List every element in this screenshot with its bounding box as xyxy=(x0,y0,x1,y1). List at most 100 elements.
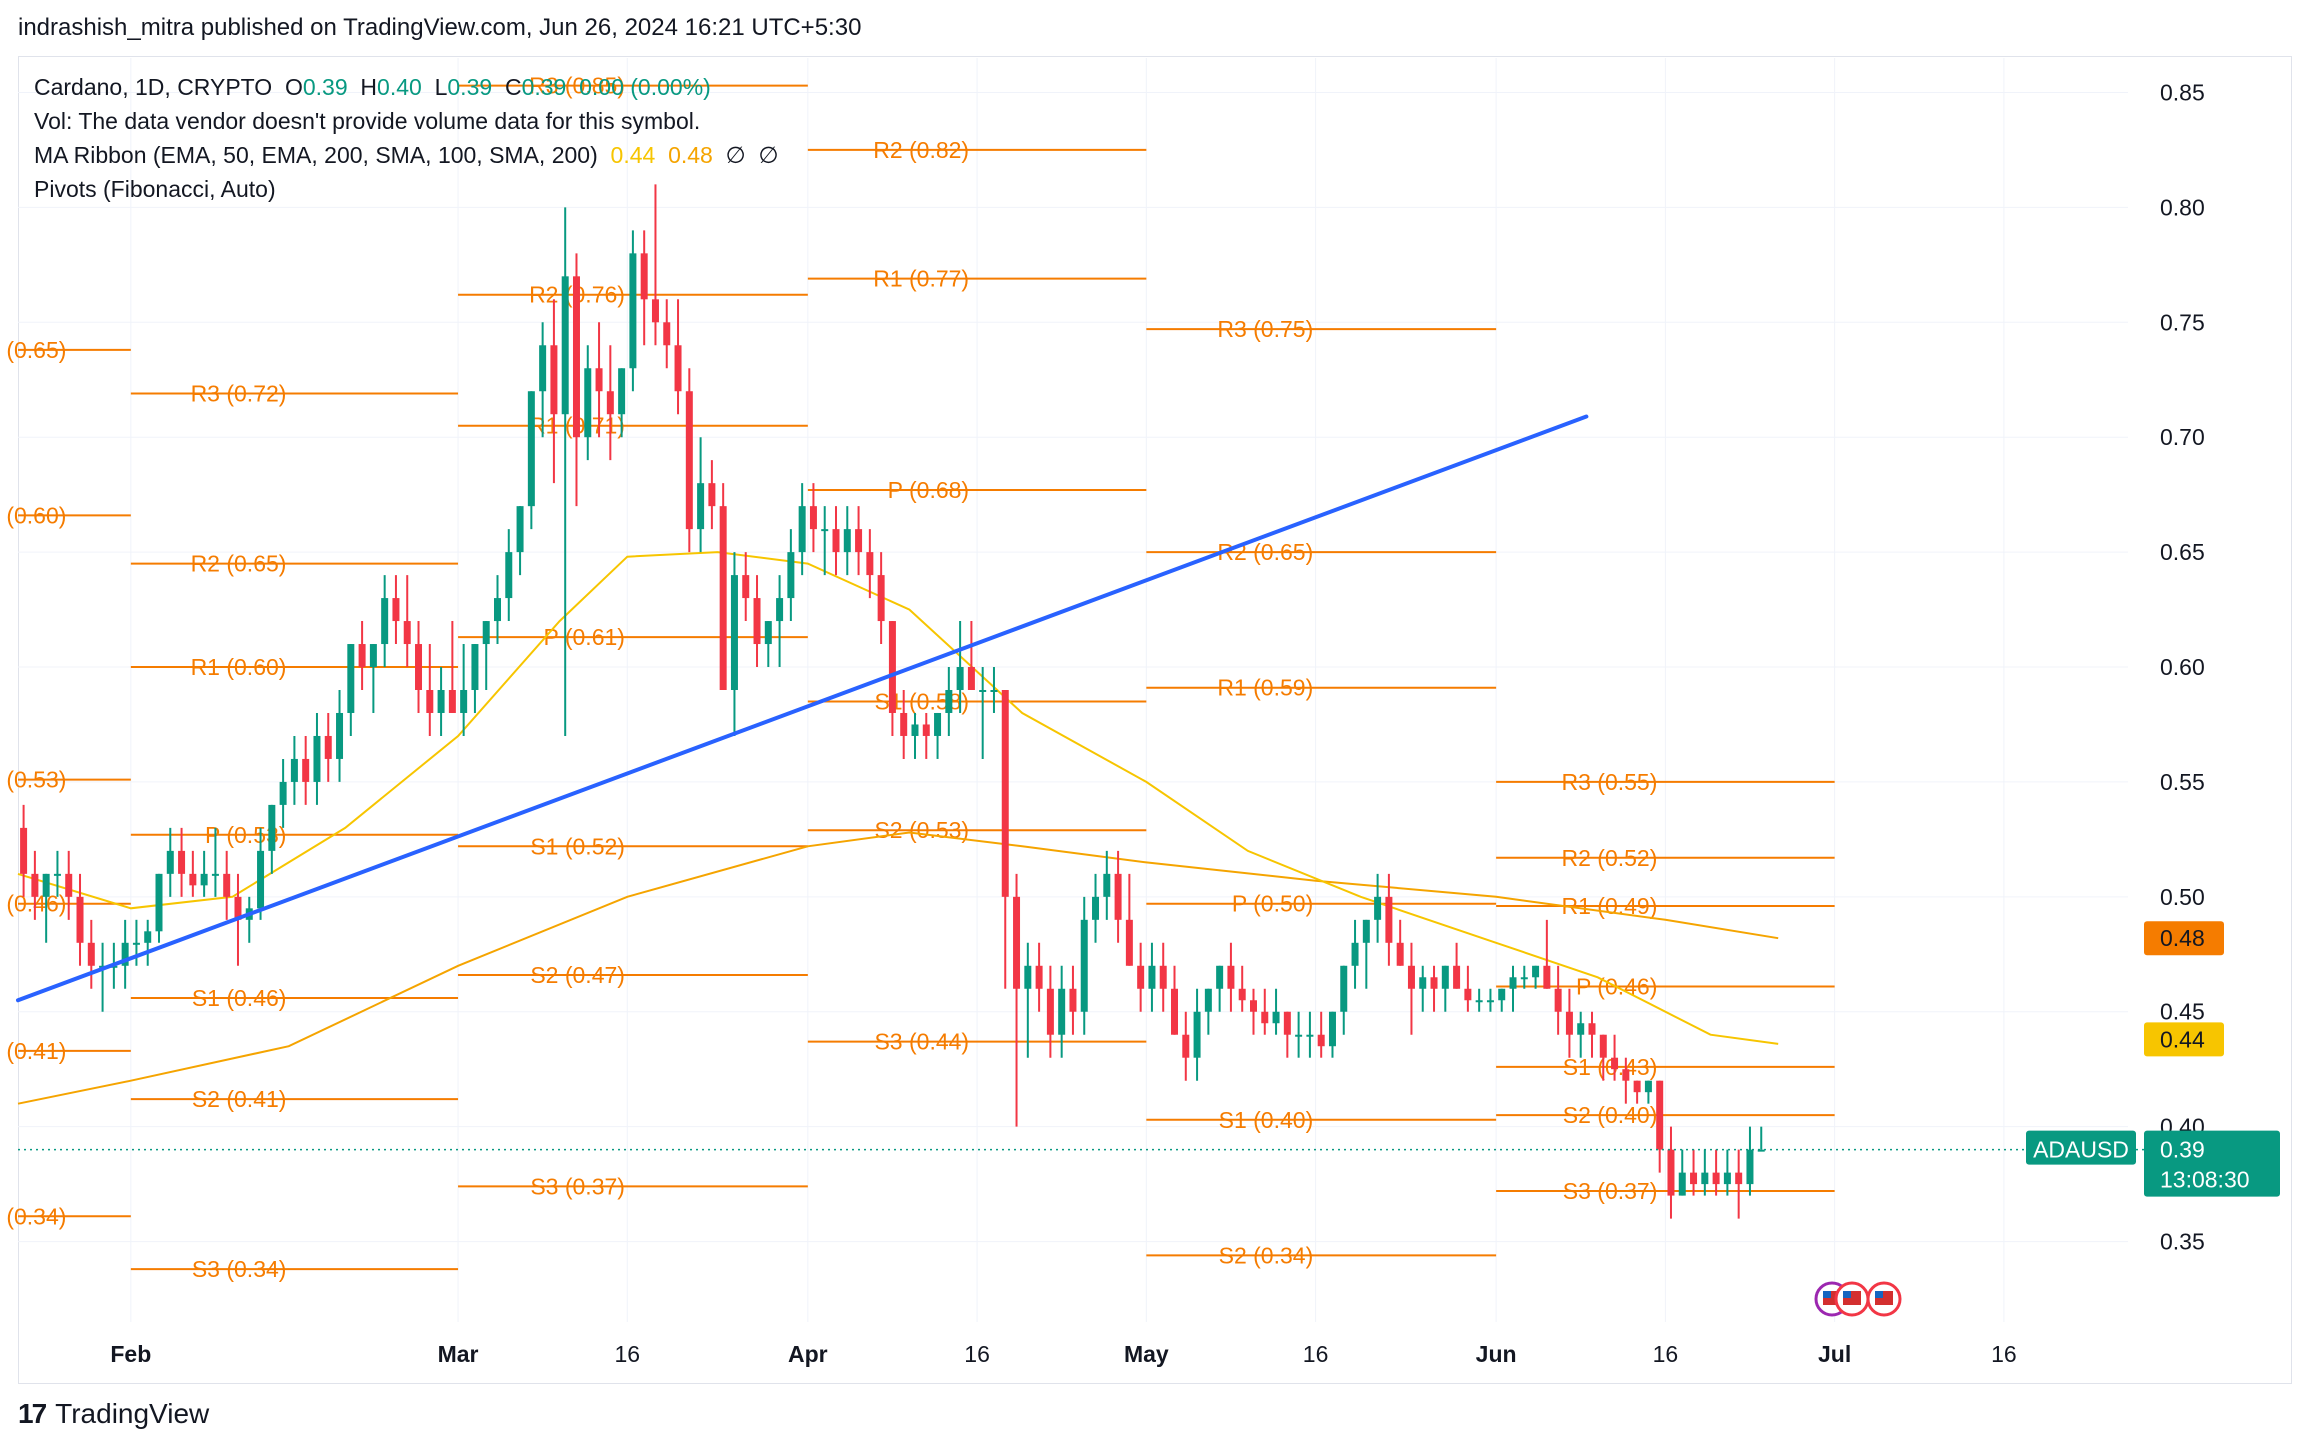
pivot-level-label: R1 (0.49) xyxy=(1562,893,1658,919)
candle-body xyxy=(1509,977,1517,989)
legend-low-value: 0.39 xyxy=(447,74,493,100)
candle-body xyxy=(460,690,468,713)
candle-body xyxy=(110,965,118,968)
candle-body xyxy=(1283,1011,1291,1035)
candle-body xyxy=(730,575,738,690)
candle-body xyxy=(550,345,558,415)
candle-body xyxy=(415,644,423,690)
candle-body xyxy=(65,873,73,897)
candle-body xyxy=(1701,1172,1709,1185)
candle-body xyxy=(392,598,400,622)
candle-body xyxy=(1182,1034,1190,1058)
ma-price-badge-label: 0.48 xyxy=(2160,925,2205,951)
pivot-level-label: S1 (0.43) xyxy=(1563,1054,1658,1080)
candle-body xyxy=(934,712,942,736)
candle-body xyxy=(674,345,682,392)
candle-body xyxy=(31,873,39,897)
candle-body xyxy=(369,644,377,668)
pivot-level-label: R2 (0.65) xyxy=(1217,539,1313,565)
candle-body xyxy=(437,690,445,713)
candle-body xyxy=(1069,988,1077,1012)
pivot-level-label: S1 (0.46) xyxy=(192,985,287,1011)
candle-body xyxy=(336,712,344,759)
candle-body xyxy=(53,873,61,876)
candle-body xyxy=(539,345,547,392)
candle-body xyxy=(1295,1034,1303,1037)
x-tick-label: Apr xyxy=(788,1341,828,1367)
legend-ma-ribbon-title: MA Ribbon (EMA, 50, EMA, 200, SMA, 100, … xyxy=(34,142,598,168)
candle-body xyxy=(967,667,975,690)
legend-symbol: Cardano, 1D, CRYPTO xyxy=(34,74,273,100)
candle-body xyxy=(1441,965,1449,989)
candle-body xyxy=(708,483,716,507)
symbol-badge-label: ADAUSD xyxy=(2033,1137,2129,1163)
candle-body xyxy=(1644,1080,1652,1093)
x-tick-label: 16 xyxy=(1653,1341,1679,1367)
legend-volume-row[interactable]: Vol: The data vendor doesn't provide vol… xyxy=(34,104,779,138)
candle-body xyxy=(1464,988,1472,1001)
y-tick-label: 0.80 xyxy=(2160,194,2205,220)
candle-body xyxy=(956,667,964,690)
candle-body xyxy=(482,621,490,645)
ema50-line xyxy=(17,551,1779,1045)
candle-body xyxy=(1396,942,1404,966)
pivot-level-label: S2 (0.41) xyxy=(192,1086,287,1112)
y-tick-label: 0.35 xyxy=(2160,1229,2205,1255)
candle-body xyxy=(855,529,863,553)
candle-body xyxy=(324,735,332,759)
candle-body xyxy=(1577,1023,1585,1035)
candle-body xyxy=(1599,1034,1607,1058)
pivot-level-label: R1 (0.77) xyxy=(873,266,969,292)
x-tick-label: Feb xyxy=(110,1341,151,1367)
pivot-level-label: R3 (0.72) xyxy=(191,381,287,407)
candle-body xyxy=(1114,873,1122,920)
candle-body xyxy=(787,552,795,599)
y-tick-label: 0.45 xyxy=(2160,999,2205,1025)
legend-symbol-row[interactable]: Cardano, 1D, CRYPTO O0.39 H0.40 L0.39 C0… xyxy=(34,70,779,104)
legend-pivots-row[interactable]: Pivots (Fibonacci, Auto) xyxy=(34,172,779,206)
legend-ma-ribbon-row[interactable]: MA Ribbon (EMA, 50, EMA, 200, SMA, 100, … xyxy=(34,138,779,172)
candle-body xyxy=(809,506,817,530)
legend-open-value: 0.39 xyxy=(302,74,348,100)
candle-body xyxy=(911,724,919,736)
candle-body xyxy=(1565,1011,1573,1035)
chart-legend: Cardano, 1D, CRYPTO O0.39 H0.40 L0.39 C0… xyxy=(34,70,779,206)
pivot-level-label: S3 (0.37) xyxy=(530,1173,625,1199)
candle-body xyxy=(1340,965,1348,1012)
candle-body xyxy=(121,942,129,966)
candle-body xyxy=(1261,1011,1269,1024)
candle-body xyxy=(843,529,851,553)
x-tick-label: May xyxy=(1124,1341,1169,1367)
candle-body xyxy=(888,621,896,713)
legend-ma-value-1: 0.44 xyxy=(610,142,656,168)
candle-body xyxy=(1757,1149,1765,1152)
candle-body xyxy=(1328,1011,1336,1047)
candle-body xyxy=(1419,977,1427,989)
candle-body xyxy=(595,368,603,392)
footer-brand-name: TradingView xyxy=(55,1398,210,1429)
candle-body xyxy=(640,253,648,300)
candle-body xyxy=(527,391,535,507)
candle-body xyxy=(1667,1149,1675,1196)
candle-body xyxy=(290,758,298,782)
candle-body xyxy=(663,322,671,346)
legend-low-label: L xyxy=(434,74,448,100)
y-tick-label: 0.60 xyxy=(2160,654,2205,680)
footer-brand[interactable]: 17 TradingView xyxy=(18,1398,209,1430)
candle-body xyxy=(764,621,772,645)
candle-body xyxy=(279,781,287,805)
candle-body xyxy=(753,598,761,645)
candle-body xyxy=(1430,977,1438,989)
candle-body xyxy=(877,575,885,622)
bar-countdown-label: 13:08:30 xyxy=(2160,1167,2250,1193)
pivot-level-label: S3 (0.34) xyxy=(0,1203,66,1229)
candle-body xyxy=(257,850,265,909)
candle-body xyxy=(494,598,501,622)
x-tick-label: 16 xyxy=(964,1341,990,1367)
candle-body xyxy=(166,850,174,874)
candle-body xyxy=(1171,988,1179,1035)
x-tick-label: 16 xyxy=(1303,1341,1329,1367)
candle-body xyxy=(426,690,434,713)
candle-body xyxy=(979,690,987,692)
